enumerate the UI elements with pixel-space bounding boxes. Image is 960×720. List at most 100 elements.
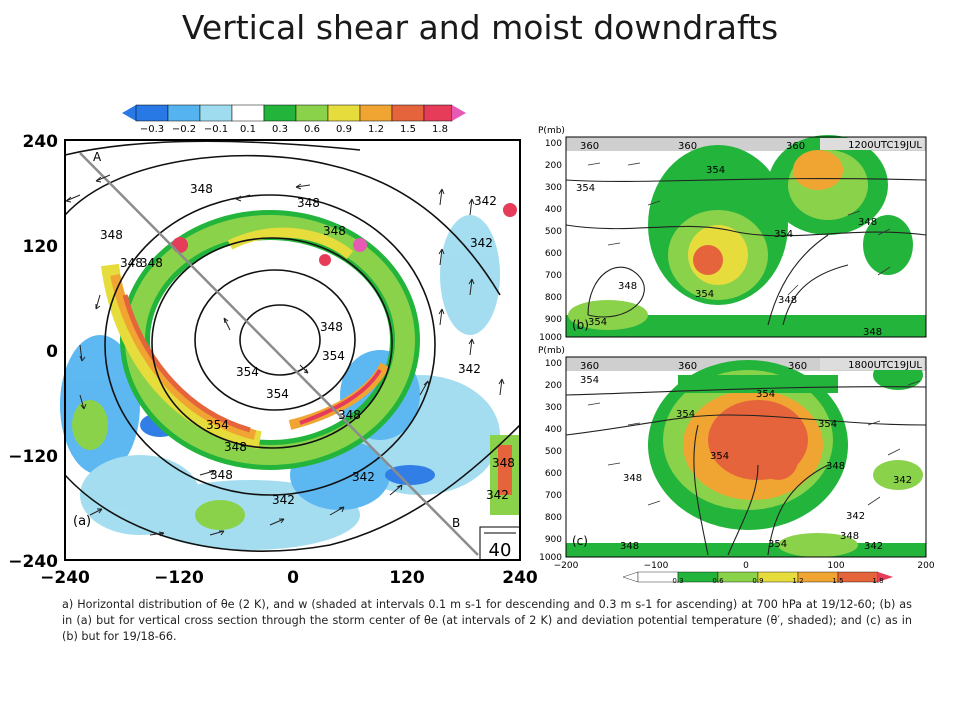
colorbar-label: 1.2 xyxy=(792,577,803,585)
contour-label: 348 xyxy=(840,531,859,542)
point-b-label: B xyxy=(452,516,460,530)
contour-label: 354 xyxy=(580,375,599,386)
cross-section-line xyxy=(79,152,479,556)
slide-title: Vertical shear and moist downdrafts xyxy=(181,8,779,47)
colorbar-label: 0.3 xyxy=(272,124,288,135)
contour-label: 342 xyxy=(864,541,883,552)
contour-label: 360 xyxy=(788,361,807,372)
panel-c-time-label: 1800UTC19JUL xyxy=(848,360,922,371)
colorbar-label: 0.3 xyxy=(672,577,683,585)
panel-b-label: (b) xyxy=(572,318,589,332)
colorbar-label: 1.5 xyxy=(400,124,416,135)
contour-label: 354 xyxy=(206,418,229,432)
contour-label: 354 xyxy=(695,289,714,300)
contour-label: 342 xyxy=(272,493,295,507)
svg-text:800: 800 xyxy=(545,293,562,303)
contour-label: 348 xyxy=(323,224,346,238)
vector-scale-value: 40 xyxy=(489,540,512,561)
contour-label: 348 xyxy=(320,320,343,334)
colorbar-label: −0.1 xyxy=(204,124,228,135)
contour-label: 354 xyxy=(236,365,259,379)
figure-caption: a) Horizontal distribution of θe (2 K), … xyxy=(62,598,912,643)
panel-bc-cross-sections: P(mb) 360 360 360 354 xyxy=(528,125,948,585)
svg-text:100: 100 xyxy=(545,359,562,369)
contour-label: 342 xyxy=(893,475,912,486)
panel-c-label: (c) xyxy=(572,534,588,548)
svg-text:900: 900 xyxy=(545,315,562,325)
x-tick-label: 240 xyxy=(502,568,538,588)
contour-label: 360 xyxy=(580,141,599,152)
y-tick-label: 240 xyxy=(23,132,59,152)
contour-label: 342 xyxy=(458,362,481,376)
contour-labels: 348 348 348 348 342 342 348 354 354 354 … xyxy=(100,182,515,507)
contour-label: 348 xyxy=(826,461,845,472)
contour-label: 354 xyxy=(706,165,725,176)
contour-label: 360 xyxy=(580,361,599,372)
panel-c-colorbar: 0.3 0.6 0.9 1.2 1.5 1.8 xyxy=(622,571,923,585)
colorbar-label: −0.2 xyxy=(172,124,196,135)
colorbar-label: 1.8 xyxy=(432,124,448,135)
contour-label: 354 xyxy=(588,317,607,328)
contour-label: 348 xyxy=(297,196,320,210)
contour-label: 360 xyxy=(678,141,697,152)
panel-b-time-label: 1200UTC19JUL xyxy=(848,140,922,151)
panel-a-horizontal-map: −0.3 −0.2 −0.1 0.1 0.3 0.6 0.9 1.2 1.5 1… xyxy=(0,95,560,595)
panel-a-axes: 240 120 0 −120 −240 −240 −120 0 120 240 xyxy=(8,132,538,588)
panel-a-label: (a) xyxy=(73,514,91,529)
contour-label: 354 xyxy=(266,387,289,401)
x-tick-label: 0 xyxy=(287,568,299,588)
contour-label: 348 xyxy=(618,281,637,292)
svg-text:500: 500 xyxy=(545,447,562,457)
contour-label: 348 xyxy=(100,228,123,242)
svg-text:300: 300 xyxy=(545,403,562,413)
contour-label: 342 xyxy=(474,194,497,208)
contour-label: 348 xyxy=(623,473,642,484)
contour-label: 342 xyxy=(470,236,493,250)
contour-label: 348 xyxy=(620,541,639,552)
y-tick-label: −240 xyxy=(8,552,58,572)
contour-label: 354 xyxy=(710,451,729,462)
contour-label: 354 xyxy=(676,409,695,420)
contour-label: 348 xyxy=(863,327,882,338)
contour-label: 342 xyxy=(486,488,509,502)
svg-text:0: 0 xyxy=(743,561,749,571)
wind-vectors xyxy=(587,380,921,506)
svg-text:100: 100 xyxy=(545,139,562,149)
svg-text:400: 400 xyxy=(545,205,562,215)
svg-text:1000: 1000 xyxy=(539,553,562,563)
y-tick-label: 0 xyxy=(46,342,58,362)
panel-c-pressure-ticks: 100 200 300 400 500 600 700 800 900 1000 xyxy=(539,359,562,563)
panel-a-plot-area: 348 348 348 348 342 342 348 354 354 354 … xyxy=(60,139,521,561)
contour-label: 348 xyxy=(224,440,247,454)
svg-text:1000: 1000 xyxy=(539,333,562,343)
svg-text:500: 500 xyxy=(545,227,562,237)
contour-label: 354 xyxy=(322,349,345,363)
svg-text:600: 600 xyxy=(545,249,562,259)
contour-label: 354 xyxy=(756,389,775,400)
panel-c-x-ticks: −200 −100 0 100 200 xyxy=(554,561,935,571)
contour-label: 348 xyxy=(338,408,361,422)
contour-label: 342 xyxy=(846,511,865,522)
contour-label: 348 xyxy=(190,182,213,196)
y-tick-label: −120 xyxy=(8,447,58,467)
colorbar-label: 0.9 xyxy=(752,577,763,585)
contour-label: 354 xyxy=(768,539,787,550)
colorbar-label: 1.8 xyxy=(872,577,883,585)
colorbar-label: 0.6 xyxy=(304,124,320,135)
contour-label: 348 xyxy=(778,295,797,306)
panel-c-cross-section: P(mb) 360 360 360 354 xyxy=(538,346,935,571)
colorbar-label: 0.6 xyxy=(712,577,724,585)
colorbar-label: 1.5 xyxy=(832,577,843,585)
vector-scale-key: 40 xyxy=(479,526,521,561)
svg-text:100: 100 xyxy=(827,561,844,571)
svg-text:800: 800 xyxy=(545,513,562,523)
contour-labels: 360 360 360 354 354 348 354 354 348 348 … xyxy=(576,141,882,338)
contour-label: 348 xyxy=(492,456,515,470)
contour-label: 354 xyxy=(576,183,595,194)
svg-text:600: 600 xyxy=(545,469,562,479)
wind-vectors xyxy=(65,174,505,537)
svg-text:700: 700 xyxy=(545,491,562,501)
svg-text:200: 200 xyxy=(545,381,562,391)
svg-text:−100: −100 xyxy=(644,561,669,571)
contour-label: 342 xyxy=(352,470,375,484)
